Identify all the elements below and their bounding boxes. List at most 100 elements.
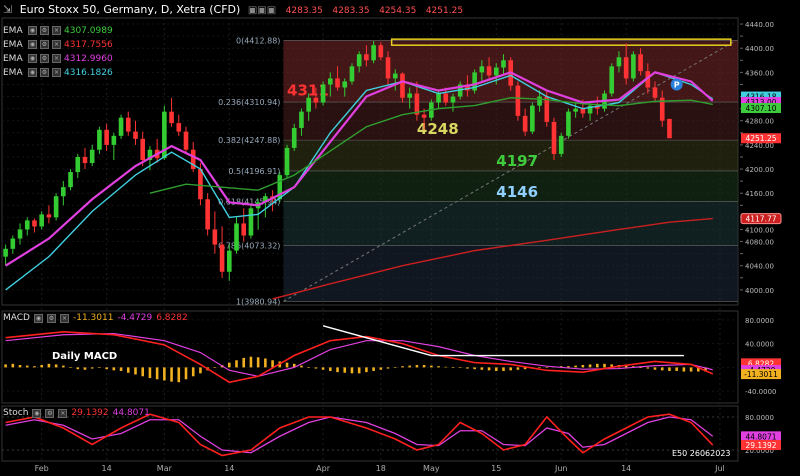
eye-icon[interactable]: ◉ [28,68,37,77]
candle-body [349,66,355,82]
x-tick-label: Mar [157,464,173,473]
expand-icon[interactable]: ⇲ [3,3,13,16]
candle-body [385,57,391,79]
macd-hist-bar [112,367,116,371]
x-tick-label: May [423,464,440,473]
ohlc-high: 4283.35 [332,6,370,16]
candle-body [515,85,521,116]
macd-hist-bar [480,367,484,370]
stoch-tick-label: 20.0000 [745,447,774,455]
price-tag-label: 4251.25 [745,134,776,143]
candle-body [443,93,449,103]
macd-hist-bar [18,365,22,368]
settings-icon[interactable]: ⚙ [40,26,49,35]
macd-hist-bar [256,357,260,368]
macd-hist-bar [675,367,678,371]
macd-tick-label: 80.0000 [745,317,774,325]
candle-body [609,66,615,94]
macd-hist-bar [119,367,123,371]
y-tick-label: 4440.00 [745,21,774,29]
candle-body [97,129,102,150]
fib-label: 0.382(4247.88) [218,136,280,145]
macd-hist-bar [336,367,339,373]
macd-tick-label: -40.0000 [745,388,776,396]
x-tick-label: Feb [35,464,49,473]
macd-hist-bar [603,363,606,368]
settings-icon[interactable]: ⚙ [40,54,49,63]
fib-label: 0.618(4145.94) [218,198,280,207]
close-icon[interactable]: × [58,408,68,418]
candle-body [414,93,420,115]
settings-icon[interactable]: ⚙ [45,408,55,418]
ema-legend-row[interactable]: EMA ◉ ⚙ × 4316.1826 [3,66,113,79]
x-tick-label: Jun [554,464,568,473]
macd-hist-bar [242,357,246,368]
y-tick-label: 4160.00 [745,190,774,198]
candle-body [104,129,109,145]
ohlc-close: 4251.25 [425,6,464,16]
settings-icon[interactable]: ⚙ [40,68,49,77]
y-tick-label: 4080.00 [745,239,774,247]
fib-level-label: 4311 [287,81,329,99]
candle-body [75,156,81,173]
candle-body [493,67,499,76]
ema-legend-row[interactable]: EMA ◉ ⚙ × 4307.0989 [3,24,113,37]
settings-icon[interactable]: ⚙ [46,313,56,323]
ema-legend-row[interactable]: EMA ◉ ⚙ × 4317.7556 [3,38,113,51]
close-icon[interactable]: × [52,54,61,63]
macd-hist-bar [624,365,628,368]
ema-line [149,97,713,194]
price-tag [741,91,781,102]
ema-legend-row[interactable]: EMA ◉ ⚙ × 4312.9960 [3,52,113,65]
candle-body [580,108,586,114]
ema-name: EMA [3,53,23,64]
macd-tag [741,358,781,369]
candle-body [371,45,376,61]
eye-icon[interactable]: ◉ [28,40,37,49]
macd-hist-bar [639,367,642,368]
fib-label: 0.5(4196.91) [228,167,280,176]
macd-hist-bar [321,367,325,370]
macd-hist-bar [444,366,448,368]
y-tick-label: 4000.00 [745,287,774,295]
settings-icon[interactable]: ⚙ [40,40,49,49]
macd-hist-bar [213,367,217,368]
macd-hist-bar [40,365,43,368]
candle-body [364,54,369,61]
stoch-d-line [5,416,714,454]
settings-icon[interactable]: ▣▣▣ [247,5,277,16]
y-tick-label: 4100.00 [745,226,774,234]
candle-body [226,250,232,272]
candle-body [421,114,427,118]
eye-icon[interactable]: ◉ [32,408,42,418]
macd-hist-bar [314,367,318,369]
y-tick-label: 4400.00 [745,45,774,53]
macd-legend[interactable]: MACD ◉ ⚙ × -11.3011 -4.4729 6.8282 [3,313,188,323]
macd-hist-bar [646,367,650,369]
stoch-tick-label: 80.0000 [745,414,774,422]
close-icon[interactable]: × [52,40,61,49]
stoch-legend[interactable]: Stoch ◉ ⚙ × 29.1392 44.8071 [3,408,150,418]
ema-value: 4317.7556 [64,39,113,50]
fib-label: 0(4412.88) [236,36,280,45]
stoch-tag-label: 29.1392 [745,441,776,450]
x-tick-label: 15 [491,464,501,473]
candle-body [68,172,73,188]
macd-hist-bar [76,367,80,370]
macd-hist-bar [451,367,455,368]
candle-body [299,111,304,128]
close-icon[interactable]: × [52,68,61,77]
macd-value-1: -11.3011 [72,313,114,323]
eye-icon[interactable]: ◉ [28,26,37,35]
close-icon[interactable]: × [59,313,69,323]
eye-icon[interactable]: ◉ [33,313,43,323]
fib-band [283,140,738,171]
macd-hist-bar [668,367,671,371]
eye-icon[interactable]: ◉ [28,54,37,63]
macd-hist-bar [494,367,498,371]
fib-label: 1(3980.94) [236,297,280,306]
candle-body [594,105,600,109]
close-icon[interactable]: × [52,26,61,35]
macd-hist-bar [697,367,700,372]
